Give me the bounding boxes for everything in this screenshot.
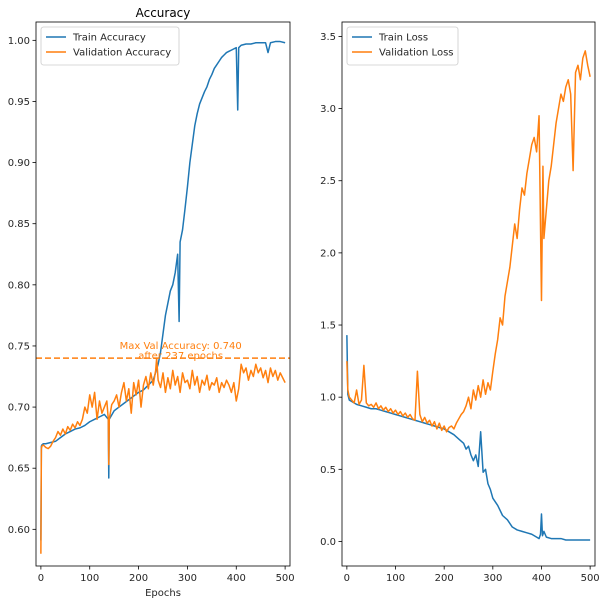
loss-x-tick-label: 0 [344, 573, 350, 584]
loss-axes-frame [341, 21, 596, 567]
loss-y-tick-label: 2.0 [320, 248, 336, 259]
train-accuracy-line [40, 40, 286, 541]
accuracy-legend: Train Accuracy Validation Accuracy [40, 26, 180, 66]
accuracy-x-tick-label: 0 [38, 573, 44, 584]
accuracy-x-tick-label: 300 [178, 573, 197, 584]
max-val-annotation-line-1: Max Val Accuracy: 0.740 [120, 341, 242, 352]
loss-y-tick-label: 1.0 [320, 393, 336, 404]
accuracy-y-tick-label: 1.00 [8, 36, 30, 47]
loss-y-tick-label: 0.0 [320, 537, 336, 548]
accuracy-y-tick-label: 0.70 [8, 403, 30, 414]
accuracy-y-tick-label: 0.95 [8, 97, 30, 108]
loss-plot-area: 0 100 200 300 400 500 0.0 0.5 1.0 1.5 2.0 2.5 3.0 3.5… [320, 21, 600, 584]
validation-accuracy-legend-label: Validation Accuracy [73, 48, 171, 59]
loss-panel: 0 100 200 300 400 500 0.0 0.5 1.0 1.5 2.0 2.5 3.0 3.5… [320, 21, 600, 584]
loss-y-tick-label: 2.5 [320, 176, 336, 187]
accuracy-y-tick-label: 0.60 [8, 525, 30, 536]
accuracy-x-axis-label: Epochs [145, 588, 181, 599]
accuracy-legend-box [40, 26, 180, 66]
train-accuracy-legend-label: Train Accuracy [72, 33, 146, 44]
loss-x-tick-label: 400 [532, 573, 551, 584]
accuracy-x-tick-label: 400 [227, 573, 246, 584]
train-loss-legend-label: Train Loss [378, 33, 428, 44]
validation-accuracy-line [40, 357, 286, 554]
train-loss-line [346, 335, 591, 541]
accuracy-x-tick-label: 100 [80, 573, 99, 584]
loss-y-tick-label: 0.5 [320, 465, 336, 476]
accuracy-x-tick-label: 200 [129, 573, 148, 584]
accuracy-chart-title: Accuracy [136, 6, 191, 20]
accuracy-y-tick-label: 0.90 [8, 158, 30, 169]
accuracy-y-tick-label: 0.85 [8, 219, 30, 230]
loss-y-tick-label: 3.5 [320, 32, 336, 43]
validation-loss-legend-label: Validation Loss [379, 48, 454, 59]
validation-loss-line [346, 50, 591, 433]
loss-y-tick-label: 3.0 [320, 104, 336, 115]
loss-x-tick-label: 200 [435, 573, 454, 584]
max-val-annotation-line-2: after 237 epochs [138, 351, 223, 362]
loss-legend-box [346, 26, 459, 66]
loss-y-tick-label: 1.5 [320, 321, 336, 332]
accuracy-y-tick-label: 0.80 [8, 280, 30, 291]
accuracy-axes-frame [35, 21, 291, 567]
accuracy-y-tick-label: 0.75 [8, 341, 30, 352]
loss-x-tick-label: 300 [483, 573, 502, 584]
accuracy-x-tick-label: 500 [276, 573, 295, 584]
accuracy-y-tick-label: 0.65 [8, 464, 30, 475]
loss-x-tick-label: 500 [581, 573, 600, 584]
loss-x-tick-label: 100 [386, 573, 405, 584]
loss-series-group [346, 50, 591, 541]
loss-legend: Train Loss Validation Loss [346, 26, 459, 66]
accuracy-series-group [36, 40, 290, 554]
